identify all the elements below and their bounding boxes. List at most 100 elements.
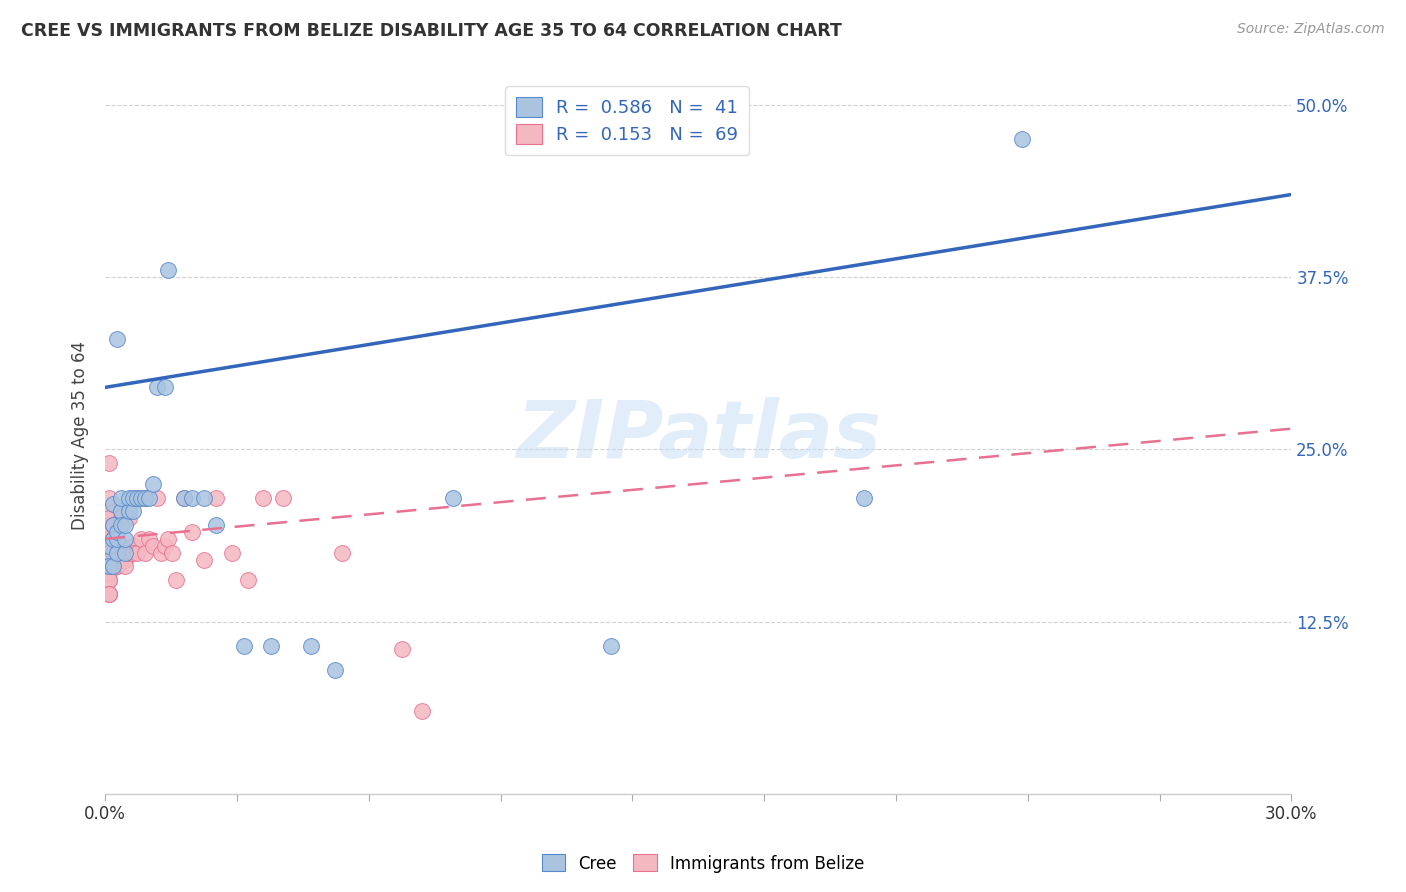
- Point: [153, 380, 176, 394]
- Point: [110, 491, 132, 505]
- Point: [411, 704, 433, 718]
- Point: [114, 546, 136, 560]
- Point: [105, 532, 128, 546]
- Point: [142, 539, 165, 553]
- Point: [114, 518, 136, 533]
- Point: [98, 587, 121, 601]
- Point: [181, 524, 204, 539]
- Point: [98, 552, 121, 566]
- Point: [105, 546, 128, 560]
- Point: [110, 504, 132, 518]
- Point: [105, 546, 128, 560]
- Point: [332, 546, 354, 560]
- Point: [98, 559, 121, 574]
- Point: [98, 559, 121, 574]
- Point: [118, 504, 141, 518]
- Point: [600, 640, 623, 654]
- Point: [221, 546, 243, 560]
- Point: [98, 573, 121, 587]
- Point: [101, 532, 124, 546]
- Point: [98, 524, 121, 539]
- Point: [98, 587, 121, 601]
- Point: [105, 559, 128, 574]
- Point: [236, 573, 259, 587]
- Point: [114, 552, 136, 566]
- Point: [101, 546, 124, 560]
- Point: [98, 524, 121, 539]
- Point: [110, 511, 132, 525]
- Y-axis label: Disability Age 35 to 64: Disability Age 35 to 64: [72, 341, 89, 530]
- Point: [157, 532, 180, 546]
- Point: [98, 566, 121, 581]
- Point: [101, 559, 124, 574]
- Point: [125, 491, 148, 505]
- Legend: R =  0.586   N =  41, R =  0.153   N =  69: R = 0.586 N = 41, R = 0.153 N = 69: [505, 87, 749, 155]
- Point: [391, 642, 413, 657]
- Point: [1011, 132, 1033, 146]
- Point: [165, 573, 187, 587]
- Point: [118, 511, 141, 525]
- Point: [134, 491, 156, 505]
- Point: [98, 573, 121, 587]
- Point: [98, 546, 121, 560]
- Point: [122, 546, 145, 560]
- Point: [98, 504, 121, 518]
- Point: [98, 518, 121, 533]
- Point: [193, 491, 215, 505]
- Point: [101, 518, 124, 533]
- Point: [122, 539, 145, 553]
- Point: [98, 587, 121, 601]
- Point: [114, 546, 136, 560]
- Text: CREE VS IMMIGRANTS FROM BELIZE DISABILITY AGE 35 TO 64 CORRELATION CHART: CREE VS IMMIGRANTS FROM BELIZE DISABILIT…: [21, 22, 842, 40]
- Point: [114, 559, 136, 574]
- Point: [157, 263, 180, 277]
- Point: [134, 491, 156, 505]
- Point: [110, 539, 132, 553]
- Point: [138, 491, 160, 505]
- Point: [118, 491, 141, 505]
- Point: [122, 491, 145, 505]
- Point: [125, 546, 148, 560]
- Point: [98, 552, 121, 566]
- Point: [173, 491, 195, 505]
- Point: [98, 532, 121, 546]
- Point: [101, 518, 124, 533]
- Point: [145, 491, 167, 505]
- Point: [101, 555, 124, 569]
- Point: [98, 559, 121, 574]
- Point: [105, 559, 128, 574]
- Point: [153, 539, 176, 553]
- Point: [232, 640, 254, 654]
- Point: [129, 532, 152, 546]
- Point: [181, 491, 204, 505]
- Point: [271, 491, 294, 505]
- Point: [125, 491, 148, 505]
- Point: [149, 546, 172, 560]
- Point: [441, 491, 464, 505]
- Point: [252, 491, 274, 505]
- Point: [98, 539, 121, 553]
- Point: [114, 532, 136, 546]
- Point: [134, 546, 156, 560]
- Point: [98, 491, 121, 505]
- Point: [142, 476, 165, 491]
- Point: [98, 456, 121, 470]
- Text: Source: ZipAtlas.com: Source: ZipAtlas.com: [1237, 22, 1385, 37]
- Legend: Cree, Immigrants from Belize: Cree, Immigrants from Belize: [534, 847, 872, 880]
- Point: [105, 524, 128, 539]
- Point: [205, 491, 228, 505]
- Point: [101, 532, 124, 546]
- Point: [173, 491, 195, 505]
- Point: [299, 640, 322, 654]
- Point: [98, 546, 121, 560]
- Point: [110, 504, 132, 518]
- Point: [101, 546, 124, 560]
- Point: [853, 491, 876, 505]
- Point: [118, 546, 141, 560]
- Point: [105, 546, 128, 560]
- Point: [110, 518, 132, 533]
- Text: ZIPatlas: ZIPatlas: [516, 397, 880, 475]
- Point: [162, 546, 184, 560]
- Point: [101, 532, 124, 546]
- Point: [105, 332, 128, 346]
